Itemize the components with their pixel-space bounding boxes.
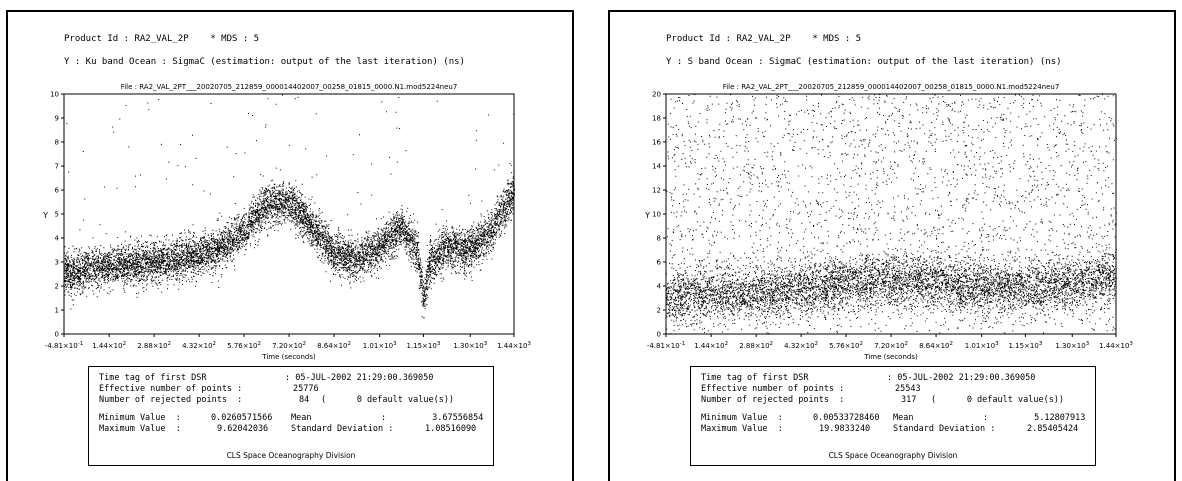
effective-points-label: Effective number of points :	[99, 384, 242, 394]
stats-box: Time tag of first DSR : 05-JUL-2002 21:2…	[88, 366, 494, 466]
maximum-value-label: Maximum Value :	[99, 424, 181, 434]
x-tick-label: 7.20×102	[272, 341, 306, 350]
scatter-plot-ku: File : RA2_VAL_2PT___20020705_212859_000…	[8, 12, 576, 364]
y-tick-label: 1	[55, 307, 59, 315]
x-tick-label: 5.76×102	[227, 341, 261, 350]
mean-label: Mean	[291, 413, 311, 423]
default-values-count: ( 0 default value(s))	[321, 395, 454, 405]
x-tick-label: 1.44×103	[1099, 341, 1133, 350]
y-tick-label: 8	[55, 139, 59, 147]
scatter-points	[64, 95, 515, 318]
y-tick-label: 12	[652, 187, 661, 195]
plot-panel-s: Product Id : RA2_VAL_2P * MDS : 5 Y : S …	[608, 10, 1176, 481]
y-tick-label: 4	[55, 235, 60, 243]
std-dev-value: 2.85405424	[1027, 424, 1078, 434]
x-tick-label: 2.88×102	[137, 341, 171, 350]
mean-label: Mean	[893, 413, 913, 423]
maximum-value-label: Maximum Value :	[701, 424, 783, 434]
x-tick-label: -4.81×10-1	[45, 341, 83, 350]
y-tick-label: 14	[652, 163, 661, 171]
x-tick-label: 1.30×103	[1055, 341, 1089, 350]
std-dev-label: Standard Deviation :	[291, 424, 393, 434]
x-tick-label: 5.76×102	[829, 341, 863, 350]
x-tick-label: 1.30×103	[453, 341, 487, 350]
x-tick-label: 1.15×103	[1008, 341, 1042, 350]
x-tick-label: 8.64×102	[317, 341, 351, 350]
minimum-value: 0.0260571566	[211, 413, 272, 423]
x-tick-label: 4.32×102	[182, 341, 216, 350]
y-axis-label: Y	[42, 211, 48, 220]
y-tick-label: 2	[55, 283, 59, 291]
y-tick-label: 5	[55, 211, 59, 219]
rejected-points-value: 84	[299, 395, 309, 405]
maximum-value: 19.9833240	[819, 424, 870, 434]
y-tick-label: 6	[657, 259, 662, 267]
y-tick-label: 7	[55, 163, 59, 171]
x-tick-label: 4.32×102	[784, 341, 818, 350]
effective-points-value: 25543	[895, 384, 921, 394]
minimum-value-label: Minimum Value :	[99, 413, 181, 423]
scatter-points	[666, 94, 1117, 334]
y-tick-label: 0	[55, 331, 59, 339]
footer-credit: CLS Space Oceanography Division	[691, 451, 1095, 460]
y-tick-label: 10	[50, 91, 59, 99]
scatter-plot-s: File : RA2_VAL_2PT___20020705_212859_000…	[610, 12, 1178, 364]
rejected-points-label: Number of rejected points :	[701, 395, 844, 405]
y-tick-label: 18	[652, 115, 661, 123]
plot-panel-ku: Product Id : RA2_VAL_2P * MDS : 5 Y : Ku…	[6, 10, 574, 481]
x-axis-label: Time (seconds)	[261, 353, 316, 361]
x-tick-label: 1.44×103	[497, 341, 531, 350]
x-tick-label: 1.44×102	[92, 341, 126, 350]
effective-points-value: 25776	[293, 384, 319, 394]
y-tick-label: 10	[652, 211, 661, 219]
y-tick-label: 6	[55, 187, 60, 195]
x-tick-label: 8.64×102	[919, 341, 953, 350]
rejected-points-value: 317	[901, 395, 916, 405]
y-tick-label: 0	[657, 331, 661, 339]
footer-credit: CLS Space Oceanography Division	[89, 451, 493, 460]
file-label: File : RA2_VAL_2PT___20020705_212859_000…	[723, 83, 1060, 91]
y-tick-label: 4	[657, 283, 662, 291]
time-tag-value: : 05-JUL-2002 21:29:00.369050	[285, 373, 433, 383]
y-axis-label: Y	[644, 211, 650, 220]
x-tick-label: 7.20×102	[874, 341, 908, 350]
mean-value: : 5.12807913	[983, 413, 1085, 423]
y-tick-label: 2	[657, 307, 661, 315]
effective-points-label: Effective number of points :	[701, 384, 844, 394]
x-tick-label: 1.15×103	[406, 341, 440, 350]
mean-value: : 3.67556854	[381, 413, 483, 423]
minimum-value-label: Minimum Value :	[701, 413, 783, 423]
y-tick-label: 9	[55, 115, 59, 123]
x-tick-label: 1.01×103	[965, 341, 999, 350]
x-tick-label: 2.88×102	[739, 341, 773, 350]
x-tick-label: -4.81×10-1	[647, 341, 685, 350]
time-tag-value: : 05-JUL-2002 21:29:00.369050	[887, 373, 1035, 383]
file-label: File : RA2_VAL_2PT___20020705_212859_000…	[121, 83, 458, 91]
default-values-count: ( 0 default value(s))	[931, 395, 1064, 405]
x-tick-label: 1.44×102	[694, 341, 728, 350]
y-tick-label: 8	[657, 235, 661, 243]
x-axis-label: Time (seconds)	[863, 353, 918, 361]
y-tick-label: 3	[55, 259, 59, 267]
stats-box: Time tag of first DSR : 05-JUL-2002 21:2…	[690, 366, 1096, 466]
minimum-value: 0.00533728460	[813, 413, 880, 423]
time-tag-label: Time tag of first DSR	[701, 373, 808, 383]
maximum-value: 9.62042036	[217, 424, 268, 434]
y-tick-label: 20	[652, 91, 661, 99]
std-dev-label: Standard Deviation :	[893, 424, 995, 434]
x-tick-label: 1.01×103	[363, 341, 397, 350]
time-tag-label: Time tag of first DSR	[99, 373, 206, 383]
rejected-points-label: Number of rejected points :	[99, 395, 242, 405]
std-dev-value: 1.08516090	[425, 424, 476, 434]
y-tick-label: 16	[652, 139, 661, 147]
